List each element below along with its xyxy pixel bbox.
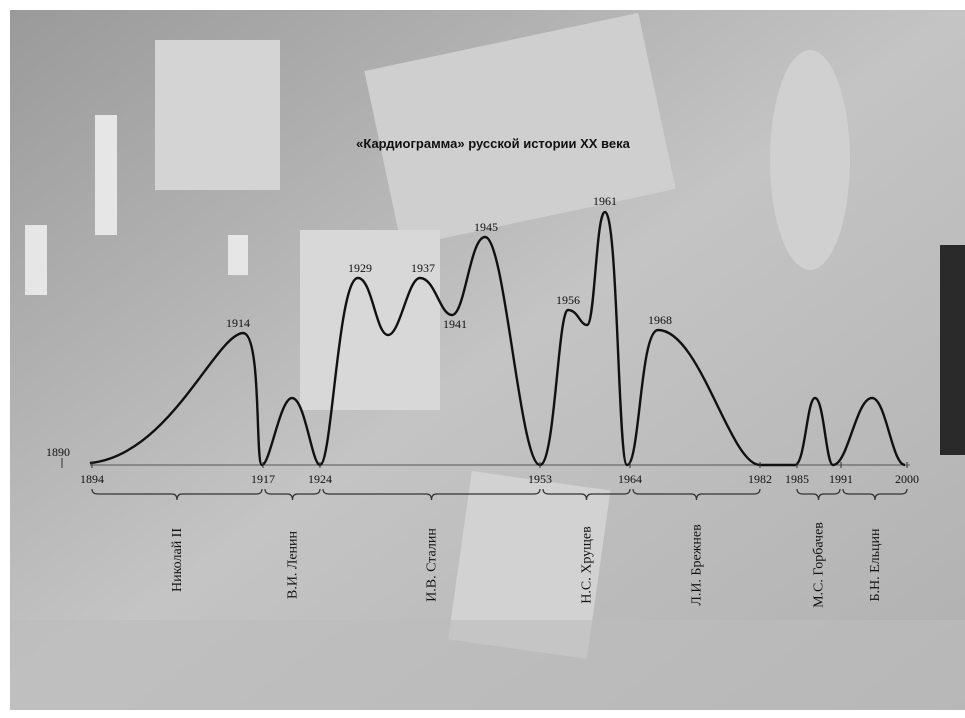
start-year: 1890 [46, 445, 70, 459]
axis-year: 1917 [251, 472, 275, 486]
axis-year: 1894 [80, 472, 104, 486]
book-shape [300, 230, 440, 410]
candle [25, 225, 47, 295]
table-edge [10, 620, 965, 710]
ruler-name: Николай II [170, 528, 185, 592]
ruler-name: И.В. Сталин [425, 528, 440, 602]
ruler-name: Б.Н. Ельцин [868, 528, 883, 602]
axis-year: 1953 [528, 472, 552, 486]
axis-year: 1982 [748, 472, 772, 486]
candle [228, 235, 248, 275]
reign-brace [842, 488, 908, 501]
ruler-name: Н.С. Хрущев [580, 526, 595, 604]
peak-label: 1961 [593, 194, 617, 208]
book-shape [155, 40, 280, 190]
book-shape [364, 12, 676, 248]
peak-label: 1941 [443, 317, 467, 331]
peak-label: 1945 [474, 220, 498, 234]
figurine [770, 50, 850, 270]
axis-year: 1924 [308, 472, 332, 486]
axis-year: 2000 [895, 472, 919, 486]
book-shape [448, 471, 611, 659]
title: «Кардиограмма» русской истории XX века [356, 136, 630, 151]
peak-label: 1914 [226, 316, 250, 330]
peak-label: 1968 [648, 313, 672, 327]
peak-label: 1929 [348, 261, 372, 275]
reign-brace [91, 488, 263, 501]
candle [95, 115, 117, 235]
peak-label: 1956 [556, 293, 580, 307]
axis-year: 1991 [829, 472, 853, 486]
reign-brace [322, 488, 541, 501]
axis-year: 1964 [618, 472, 642, 486]
ruler-name: Л.И. Брежнев [690, 524, 705, 606]
dark-panel [940, 245, 965, 455]
ruler-name: М.С. Горбачев [812, 522, 827, 608]
peak-label: 1937 [411, 261, 435, 275]
ruler-name: В.И. Ленин [286, 530, 301, 599]
reign-brace [264, 488, 321, 501]
reign-brace [542, 488, 631, 501]
reign-brace [632, 488, 761, 501]
axis-year: 1985 [785, 472, 809, 486]
reign-brace [796, 488, 841, 501]
